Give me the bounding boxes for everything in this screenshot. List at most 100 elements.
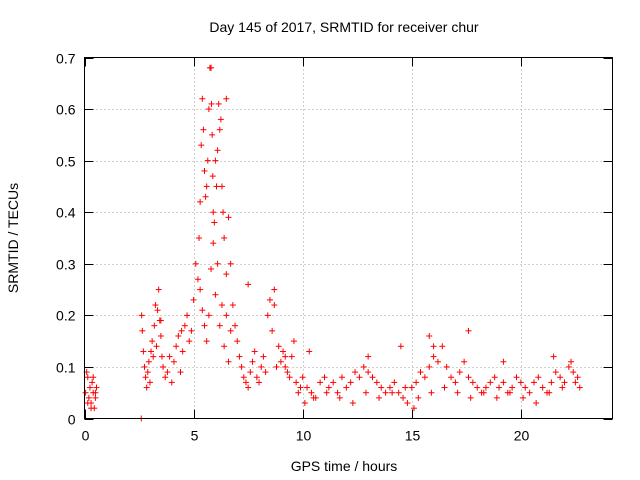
data-point	[184, 312, 191, 319]
data-point	[397, 343, 404, 350]
data-point	[221, 235, 228, 241]
data-point	[157, 332, 164, 339]
data-point	[334, 389, 341, 396]
data-point	[362, 389, 369, 396]
data-point	[88, 405, 95, 412]
data-point	[181, 322, 188, 329]
data-point	[330, 379, 337, 386]
data-point	[209, 131, 216, 138]
data-point	[576, 384, 583, 391]
data-point	[253, 374, 260, 381]
data-point	[197, 198, 204, 205]
y-tick-label: 0.3	[56, 257, 76, 273]
data-point	[217, 116, 224, 123]
data-point	[258, 363, 265, 370]
data-point	[415, 394, 422, 401]
data-point	[402, 384, 409, 391]
data-point	[509, 384, 516, 391]
data-point	[282, 363, 289, 370]
data-point	[389, 389, 396, 396]
data-point	[365, 369, 372, 376]
data-point	[186, 338, 193, 345]
data-point	[286, 374, 293, 381]
data-point	[199, 95, 206, 102]
data-point	[539, 384, 546, 391]
grid	[84, 57, 613, 419]
data-point	[150, 353, 157, 360]
data-point	[227, 260, 234, 267]
data-point	[434, 358, 441, 365]
data-point	[517, 379, 524, 386]
axis-ticks	[84, 57, 613, 420]
data-point	[145, 358, 152, 365]
data-point	[190, 296, 197, 303]
data-point	[218, 302, 225, 309]
data-point	[306, 348, 313, 355]
data-point	[148, 348, 155, 355]
data-point	[430, 353, 437, 360]
data-point	[325, 384, 332, 391]
x-tick-label: 20	[514, 428, 530, 444]
data-point	[404, 400, 411, 407]
data-point	[211, 219, 218, 226]
data-point	[232, 322, 239, 329]
data-point	[535, 374, 542, 381]
data-point	[153, 343, 160, 350]
data-point	[216, 322, 223, 329]
x-tick-label: 0	[82, 428, 90, 444]
data-point	[482, 384, 489, 391]
data-point	[197, 286, 204, 293]
data-point	[140, 348, 147, 355]
data-point	[175, 332, 182, 339]
data-point	[223, 271, 230, 278]
data-point	[561, 379, 568, 386]
data-point	[218, 183, 225, 190]
data-point	[465, 327, 472, 334]
data-point	[496, 384, 503, 391]
data-point	[574, 374, 581, 381]
data-point	[229, 302, 236, 309]
data-point	[280, 348, 287, 355]
data-point	[144, 369, 151, 376]
x-tick-label: 10	[296, 428, 312, 444]
data-point	[143, 384, 150, 391]
data-point	[465, 374, 472, 381]
data-point	[500, 358, 507, 365]
data-point	[570, 369, 577, 376]
data-point	[382, 389, 389, 396]
data-point	[188, 327, 195, 334]
data-point	[513, 374, 520, 381]
data-point	[565, 363, 572, 370]
data-point	[487, 379, 494, 386]
data-point	[369, 374, 376, 381]
data-point	[500, 379, 507, 386]
y-tick-label: 0.2	[56, 308, 76, 324]
plot-frame	[84, 57, 613, 419]
data-point	[568, 358, 575, 365]
data-point	[271, 286, 278, 293]
data-point	[141, 363, 148, 370]
data-point	[221, 343, 228, 350]
data-point	[273, 363, 280, 370]
data-point	[506, 389, 513, 396]
data-point	[260, 353, 267, 360]
data-point	[242, 379, 249, 386]
data-point	[208, 64, 215, 71]
data-point	[343, 384, 350, 391]
data-point	[215, 100, 222, 107]
data-point	[546, 389, 553, 396]
data-point	[223, 95, 230, 102]
data-point	[304, 384, 311, 391]
data-point	[212, 291, 219, 298]
data-point	[249, 358, 256, 365]
data-point	[152, 302, 159, 309]
data-point	[92, 389, 99, 396]
data-point	[205, 106, 212, 113]
data-point	[262, 369, 269, 376]
data-point	[456, 369, 463, 376]
x-axis-label: GPS time / hours	[291, 458, 398, 474]
data-point	[493, 394, 500, 401]
data-point	[84, 400, 91, 407]
data-point	[202, 193, 209, 200]
data-point	[89, 379, 96, 386]
